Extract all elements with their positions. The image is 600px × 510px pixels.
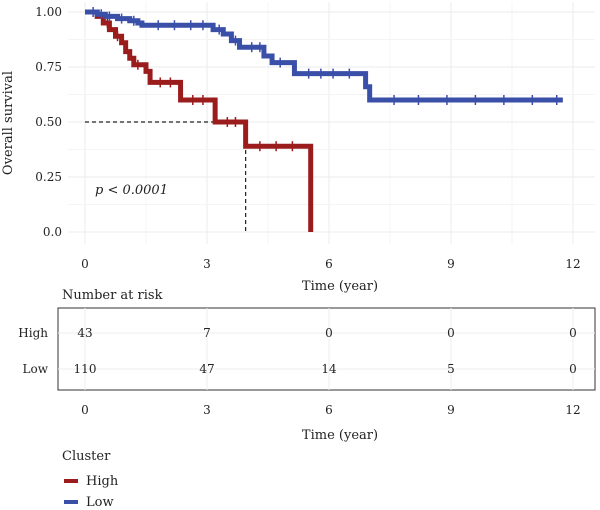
x-axis-title: Time (year) xyxy=(302,279,378,294)
risk-count-low: 14 xyxy=(321,362,337,376)
km-y-tick-label: 0.50 xyxy=(35,115,62,129)
risk-count-low: 5 xyxy=(447,362,455,376)
km-x-tick-label: 0 xyxy=(81,257,89,271)
risk-count-high: 0 xyxy=(569,326,577,340)
risk-table-frame xyxy=(57,307,596,391)
km-curves xyxy=(85,7,563,232)
risk-x-tick-label: 9 xyxy=(447,403,455,417)
km-x-tick-labels: 0 3 6 9 12 xyxy=(81,257,580,271)
series-high xyxy=(85,9,314,232)
km-x-tick-label: 3 xyxy=(203,257,211,271)
legend-label-high: High xyxy=(86,474,119,489)
y-axis-title: Overall survival xyxy=(1,71,16,175)
risk-table-x-tick-labels: 0 3 6 9 12 xyxy=(81,403,580,417)
km-y-tick-labels: 0.0 0.25 0.50 0.75 1.00 xyxy=(35,5,62,239)
risk-x-tick-label: 3 xyxy=(203,403,211,417)
km-y-tick-label: 0.25 xyxy=(35,170,62,184)
risk-table-gridlines xyxy=(58,308,595,390)
risk-table-x-axis-title: Time (year) xyxy=(302,428,378,443)
risk-table: Number at risk 43 7 0 0 0 110 47 14 5 0 High Low 0… xyxy=(18,288,596,443)
risk-x-tick-label: 6 xyxy=(325,403,333,417)
risk-row-label-high: High xyxy=(18,326,48,340)
risk-count-low: 110 xyxy=(74,362,97,376)
legend-items: High Low xyxy=(64,474,119,510)
risk-x-tick-label: 0 xyxy=(81,403,89,417)
risk-count-low: 0 xyxy=(569,362,577,376)
series-line-low xyxy=(85,9,563,103)
km-x-tick-label: 6 xyxy=(325,257,333,271)
legend: Cluster High Low xyxy=(62,449,119,510)
km-y-tick-label: 0.0 xyxy=(43,225,62,239)
risk-count-high: 0 xyxy=(447,326,455,340)
km-x-tick-label: 12 xyxy=(565,257,580,271)
km-plot-background xyxy=(68,2,595,244)
series-low xyxy=(85,7,563,105)
risk-count-high: 0 xyxy=(325,326,333,340)
risk-x-tick-label: 12 xyxy=(565,403,580,417)
km-x-tick-label: 9 xyxy=(447,257,455,271)
km-panel: 0 3 6 9 12 0.0 0.25 0.50 0.75 1.00 p < 0.0001 Ti… xyxy=(1,2,595,294)
risk-table-row-labels: High Low xyxy=(18,326,48,376)
risk-table-cells: 43 7 0 0 0 110 47 14 5 0 xyxy=(74,326,577,376)
risk-count-high: 43 xyxy=(77,326,92,340)
risk-count-low: 47 xyxy=(199,362,214,376)
legend-title: Cluster xyxy=(62,449,111,464)
km-gridlines xyxy=(68,2,595,244)
km-y-tick-label: 1.00 xyxy=(35,5,62,19)
risk-row-label-low: Low xyxy=(23,362,49,376)
legend-label-low: Low xyxy=(86,495,114,510)
risk-table-title: Number at risk xyxy=(62,288,163,303)
km-y-tick-label: 0.75 xyxy=(35,60,62,74)
p-value-annotation: p < 0.0001 xyxy=(95,183,168,198)
risk-count-high: 7 xyxy=(203,326,211,340)
